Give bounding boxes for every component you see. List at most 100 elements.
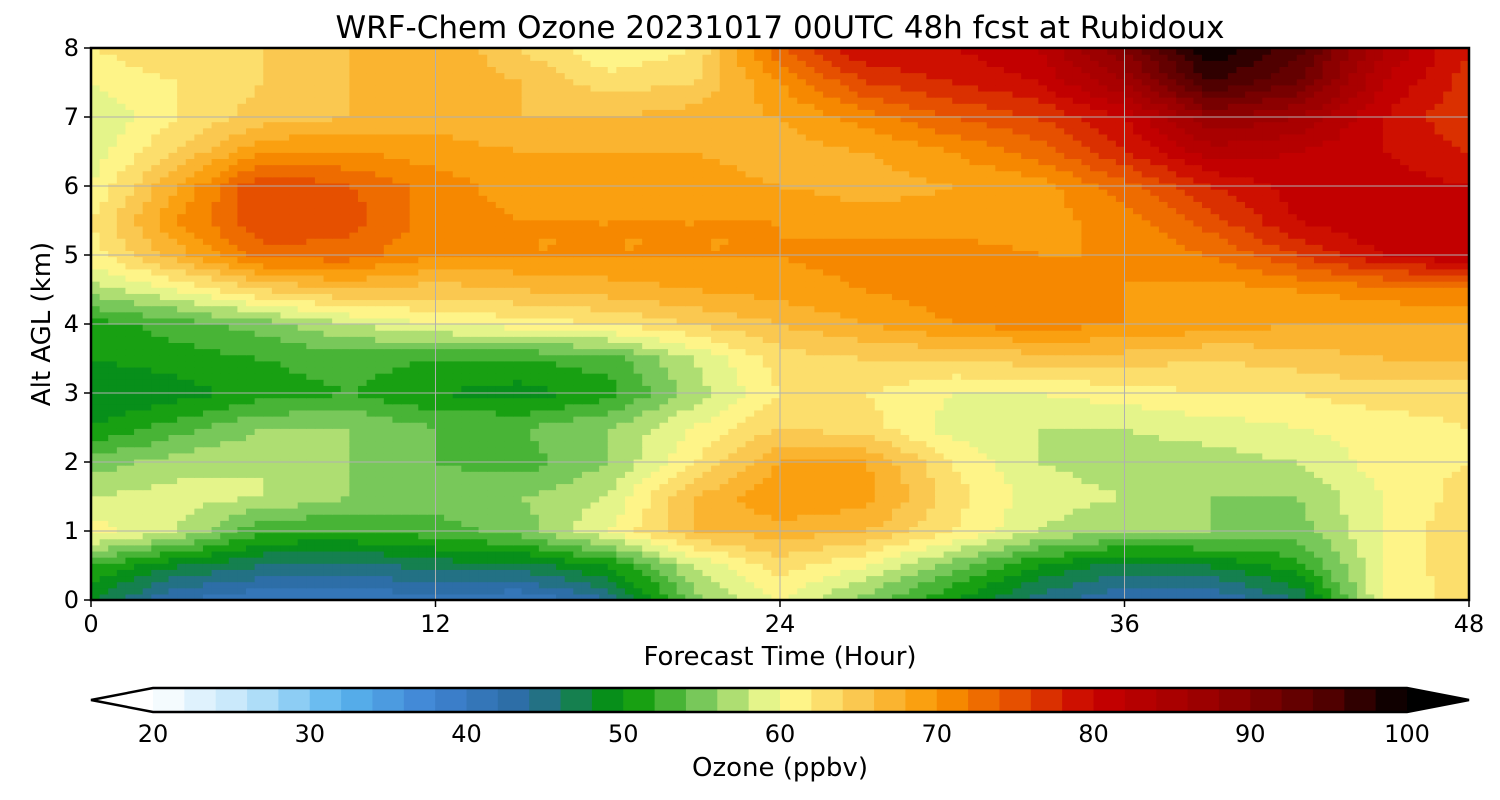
heatmap-cell bbox=[1374, 471, 1384, 478]
heatmap-cell bbox=[995, 440, 1005, 448]
heatmap-cell bbox=[108, 477, 118, 485]
heatmap-cell bbox=[797, 520, 807, 527]
heatmap-cell bbox=[1133, 489, 1143, 497]
heatmap-cell bbox=[280, 520, 290, 527]
heatmap-cell bbox=[228, 403, 239, 411]
heatmap-cell bbox=[840, 434, 850, 442]
heatmap-cell bbox=[935, 593, 945, 600]
heatmap-cell bbox=[323, 587, 333, 595]
heatmap-cell bbox=[1003, 508, 1014, 515]
heatmap-cell bbox=[134, 520, 144, 527]
heatmap-cell bbox=[1124, 526, 1134, 534]
heatmap-cell bbox=[573, 465, 583, 472]
heatmap-cell bbox=[633, 489, 643, 497]
heatmap-cell bbox=[702, 557, 712, 564]
heatmap-cell bbox=[254, 495, 264, 503]
heatmap-cell bbox=[116, 550, 127, 558]
heatmap-cell bbox=[616, 446, 626, 454]
heatmap-cell bbox=[185, 440, 195, 448]
heatmap-cell bbox=[159, 593, 170, 600]
heatmap-cell bbox=[246, 532, 256, 540]
heatmap-cell bbox=[538, 495, 549, 503]
heatmap-cell bbox=[943, 446, 953, 454]
heatmap-cell bbox=[289, 514, 299, 521]
heatmap-cell bbox=[91, 508, 101, 515]
heatmap-cell bbox=[1115, 532, 1126, 540]
heatmap-cell bbox=[99, 483, 109, 491]
heatmap-cell bbox=[392, 581, 402, 589]
heatmap-cell bbox=[1072, 581, 1083, 589]
heatmap-cell bbox=[211, 489, 221, 497]
heatmap-cell bbox=[676, 416, 686, 423]
heatmap-cell bbox=[952, 471, 962, 478]
heatmap-cell bbox=[1400, 422, 1410, 429]
heatmap-cell bbox=[159, 520, 170, 527]
heatmap-cell bbox=[754, 434, 764, 442]
heatmap-cell bbox=[693, 483, 704, 491]
heatmap-cell bbox=[426, 501, 437, 509]
heatmap-cell bbox=[814, 538, 824, 546]
heatmap-cell bbox=[116, 501, 127, 509]
heatmap-cell bbox=[280, 587, 290, 595]
heatmap-cell bbox=[711, 557, 721, 564]
heatmap-cell bbox=[340, 514, 350, 521]
heatmap-cell bbox=[556, 550, 566, 558]
heatmap-cell bbox=[676, 532, 686, 540]
heatmap-cell bbox=[1245, 465, 1255, 472]
heatmap-cell bbox=[1090, 416, 1100, 423]
heatmap-cell bbox=[1150, 544, 1160, 552]
heatmap-cell bbox=[556, 428, 566, 435]
heatmap-cell bbox=[952, 526, 962, 534]
heatmap-cell bbox=[237, 434, 247, 442]
heatmap-cell bbox=[444, 452, 454, 460]
heatmap-cell bbox=[1305, 526, 1315, 534]
heatmap-cell bbox=[590, 557, 600, 564]
heatmap-cell bbox=[1313, 452, 1324, 460]
heatmap-cell bbox=[1158, 483, 1169, 491]
heatmap-cell bbox=[375, 508, 385, 515]
heatmap-cell bbox=[383, 557, 394, 564]
heatmap-cell bbox=[1357, 575, 1367, 583]
heatmap-cell bbox=[1202, 440, 1212, 448]
heatmap-cell bbox=[495, 428, 505, 435]
heatmap-cell bbox=[823, 581, 833, 589]
heatmap-cell bbox=[314, 563, 325, 570]
heatmap-cell bbox=[1262, 489, 1272, 497]
heatmap-cell bbox=[668, 587, 678, 595]
heatmap-cell bbox=[314, 501, 325, 509]
heatmap-cell bbox=[530, 446, 540, 454]
heatmap-cell bbox=[1046, 563, 1057, 570]
heatmap-cell bbox=[754, 495, 764, 503]
heatmap-cell bbox=[1253, 557, 1263, 564]
heatmap-cell bbox=[805, 514, 816, 521]
heatmap-cell bbox=[1279, 471, 1289, 478]
heatmap-cell bbox=[1038, 538, 1048, 546]
heatmap-cell bbox=[392, 409, 402, 417]
heatmap-cell bbox=[840, 446, 850, 454]
heatmap-cell bbox=[624, 471, 635, 478]
heatmap-cell bbox=[444, 508, 454, 515]
heatmap-cell bbox=[495, 452, 505, 460]
heatmap-cell bbox=[805, 471, 816, 478]
heatmap-cell bbox=[1046, 477, 1057, 485]
heatmap-cell bbox=[487, 477, 497, 485]
heatmap-cell bbox=[349, 526, 359, 534]
heatmap-cell bbox=[1098, 483, 1108, 491]
heatmap-cell bbox=[1443, 483, 1453, 491]
heatmap-cell bbox=[926, 483, 936, 491]
heatmap-cell bbox=[1081, 465, 1091, 472]
heatmap-cell bbox=[1055, 446, 1065, 454]
heatmap-cell bbox=[521, 544, 531, 552]
heatmap-cell bbox=[444, 593, 454, 600]
heatmap-cell bbox=[1296, 557, 1306, 564]
heatmap-cell bbox=[848, 489, 859, 497]
heatmap-cell bbox=[1357, 526, 1367, 534]
heatmap-cell bbox=[728, 593, 738, 600]
heatmap-cell bbox=[1003, 446, 1014, 454]
heatmap-cell bbox=[375, 501, 385, 509]
heatmap-cell bbox=[151, 416, 161, 423]
heatmap-cell bbox=[237, 514, 247, 521]
heatmap-cell bbox=[392, 508, 402, 515]
heatmap-cell bbox=[624, 575, 635, 583]
heatmap-cell bbox=[590, 483, 600, 491]
